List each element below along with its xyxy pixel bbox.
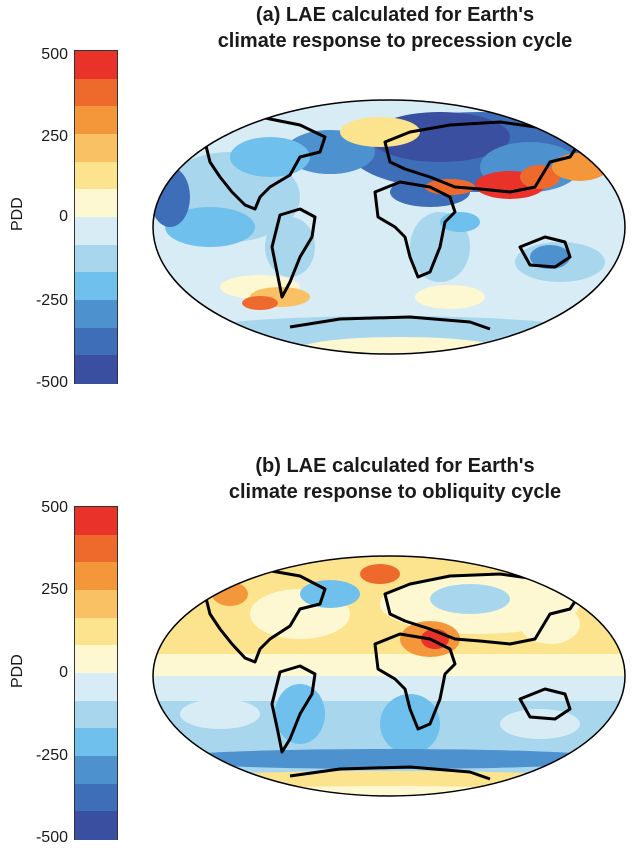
colorbar-segment: [75, 51, 117, 80]
colorbar-tick: 500: [41, 46, 68, 63]
colorbar-tick: 0: [59, 664, 68, 681]
colorbar-segment: [75, 783, 117, 812]
colorbar-segment: [75, 617, 117, 646]
title-line-1: (b) LAE calculated for Earth's: [255, 455, 535, 477]
panel-title: (a) LAE calculated for Earth's climate r…: [160, 2, 630, 54]
colorbar-segment: [75, 700, 117, 729]
colorbar-segment: [75, 217, 117, 246]
title-line-1: (a) LAE calculated for Earth's: [255, 4, 535, 26]
title-line-2: climate response to precession cycle: [217, 30, 573, 52]
panel-precession: (a) LAE calculated for Earth's climate r…: [9, 2, 630, 391]
map-svg: [152, 99, 626, 355]
colorbar-tick: -500: [35, 374, 68, 391]
colorbar-label: PDD: [9, 197, 26, 231]
colorbar-tick: 0: [59, 208, 68, 225]
title-line-2: climate response to obliquity cycle: [228, 481, 562, 503]
map-frame: [152, 99, 626, 355]
colorbar: [74, 50, 118, 384]
mollweide-map: [150, 97, 628, 357]
colorbar-segment: [75, 534, 117, 563]
colorbar-tick: 250: [41, 128, 68, 145]
colorbar-segment: [75, 756, 117, 785]
colorbar-tick: -250: [35, 292, 68, 309]
colorbar-segment: [75, 134, 117, 163]
colorbar: [74, 506, 118, 840]
colorbar-segment: [75, 645, 117, 674]
colorbar-segment: [75, 78, 117, 107]
colorbar-tick: 500: [41, 499, 68, 516]
map-svg: [152, 555, 626, 797]
colorbar-segment: [75, 355, 117, 384]
mollweide-map: [150, 554, 628, 804]
colorbar-segment: [75, 327, 117, 356]
colorbar-segment: [75, 673, 117, 702]
colorbar-segment: [75, 728, 117, 757]
colorbar-segment: [75, 811, 117, 840]
colorbar-segment: [75, 272, 117, 301]
colorbar-tick: 250: [41, 581, 68, 598]
colorbar-segment: [75, 106, 117, 135]
colorbar-label: PDD: [9, 654, 26, 688]
colorbar-segment: [75, 300, 117, 329]
colorbar-segment: [75, 590, 117, 619]
colorbar-segment: [75, 507, 117, 536]
panel-title: (b) LAE calculated for Earth's climate r…: [160, 453, 630, 505]
colorbar-segment: [75, 161, 117, 190]
colorbar-tick: -250: [35, 747, 68, 764]
colorbar-segment: [75, 189, 117, 218]
colorbar-tick: -500: [35, 829, 68, 846]
colorbar-segment: [75, 244, 117, 273]
map-frame: [152, 555, 626, 797]
colorbar-segment: [75, 562, 117, 591]
panel-obliquity: (b) LAE calculated for Earth's climate r…: [0, 425, 632, 850]
